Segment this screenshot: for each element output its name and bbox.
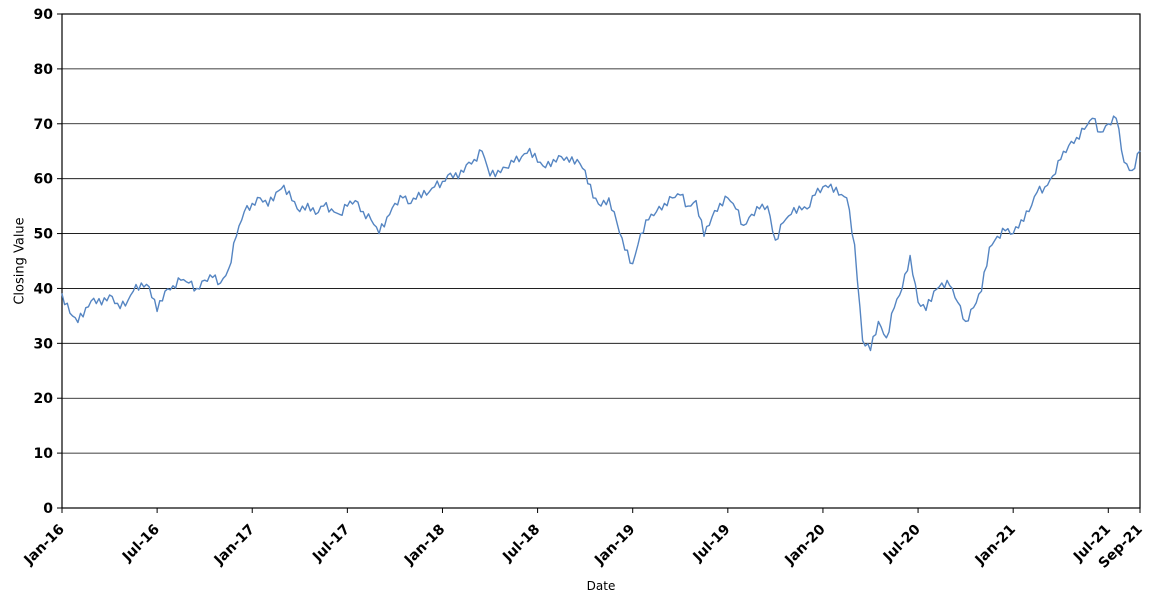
x-tick-label: Jul-20	[880, 521, 924, 565]
x-tick-label: Jul-16	[119, 522, 163, 566]
x-tick-label: Jul-18	[499, 522, 543, 566]
x-tick-label: Jan-20	[781, 521, 828, 568]
x-tick-label: Jan-17	[211, 522, 258, 569]
y-axis-title: Closing Value	[12, 217, 28, 305]
x-tick-label: Jan-19	[591, 522, 638, 569]
x-tick-label: Jan-21	[972, 522, 1019, 569]
y-tick-label: 60	[34, 172, 54, 188]
y-tick-label: 0	[43, 501, 53, 517]
x-axis-title: Date	[586, 579, 616, 593]
y-tick-label: 90	[34, 7, 54, 23]
plot-border	[61, 13, 1141, 509]
y-tick-label: 20	[34, 391, 54, 407]
y-tick-label: 50	[34, 227, 54, 243]
y-tick-label: 30	[34, 336, 54, 352]
x-tick-label: Jul-19	[690, 522, 734, 566]
x-tick-label: Jul-17	[309, 522, 353, 566]
y-tick-label: 70	[34, 117, 54, 133]
y-tick-label: 10	[34, 446, 54, 462]
x-tick-label: Jan-16	[21, 522, 68, 569]
closing-value-series-line	[61, 115, 1141, 352]
y-tick-label: 80	[34, 62, 54, 78]
y-tick-label: 40	[34, 281, 54, 297]
x-tick-label: Jan-18	[401, 522, 448, 569]
